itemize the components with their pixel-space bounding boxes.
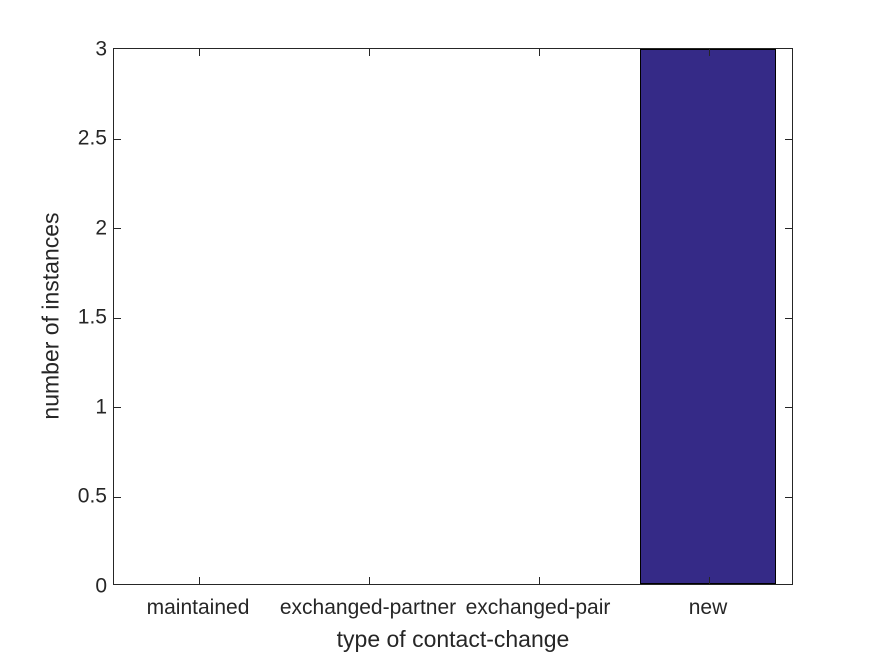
y-tick-right [785,496,792,498]
x-tick [709,577,710,584]
y-tick-right [785,228,792,229]
bar-new [640,49,776,584]
y-tick-label: 0 [95,574,107,597]
y-tick-label: 2 [95,216,107,239]
y-tick [114,228,121,229]
y-tick-label: 1.5 [77,305,107,329]
y-tick [114,407,121,408]
x-axis-title: type of contact-change [336,626,570,652]
y-tick-label: 0.5 [77,484,107,508]
y-tick [114,138,121,140]
y-tick-right [785,407,792,408]
x-tick-label-exchanged-partner: exchanged-partner [279,596,457,619]
y-tick-label: 2.5 [77,126,107,150]
x-tick-label-new: new [688,596,728,619]
y-tick-right [785,317,792,319]
x-tick [539,577,540,584]
y-tick-label: 3 [95,37,107,60]
y-tick-right [785,138,792,140]
y-tick-label: 1 [95,395,107,418]
x-tick [369,577,370,584]
y-tick [114,496,121,498]
plot-area [113,48,793,585]
x-tick-top [539,49,540,56]
x-tick-top [369,49,370,56]
x-tick-top [199,49,200,56]
x-tick-label-maintained: maintained [146,596,250,619]
x-tick-label-exchanged-pair: exchanged-pair [465,596,611,619]
x-tick-top [709,49,710,56]
y-tick [114,317,121,319]
x-tick [199,577,200,584]
